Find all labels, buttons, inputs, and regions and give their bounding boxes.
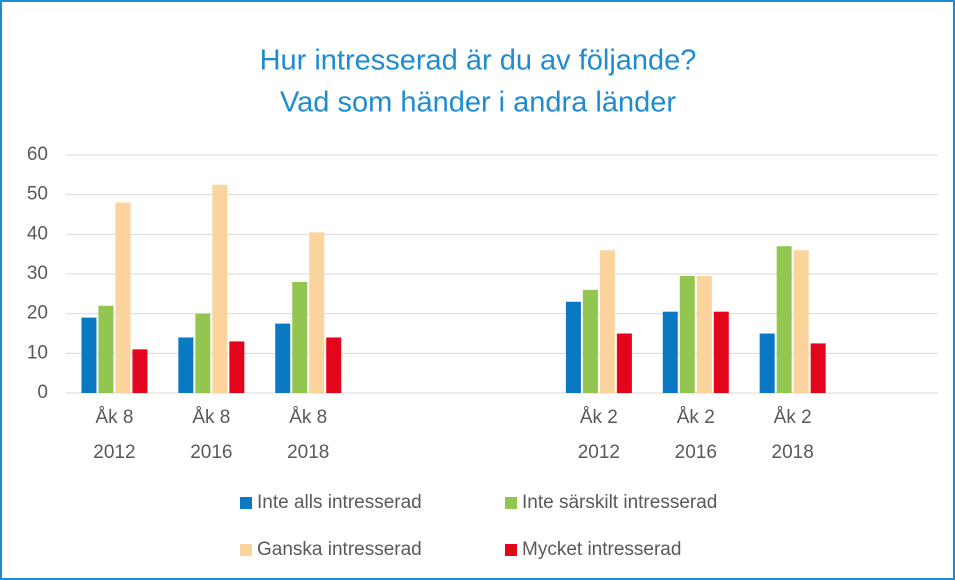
legend-swatch: [505, 544, 517, 556]
legend-label: Inte alls intresserad: [257, 492, 422, 513]
bar: [793, 250, 809, 393]
x-tick-label: 2016: [675, 442, 717, 463]
chart-title: Vad som händer i andra länder: [280, 87, 676, 119]
bar: [98, 305, 114, 393]
legend-swatch: [240, 544, 252, 556]
bar: [776, 246, 792, 393]
y-tick-label: 30: [27, 263, 48, 284]
bar: [565, 301, 581, 393]
y-tick-label: 20: [27, 303, 48, 324]
legend-swatch: [240, 497, 252, 509]
x-tick-label: 2012: [93, 442, 135, 463]
bar: [309, 232, 325, 393]
x-tick-label: Åk 2: [677, 407, 715, 428]
x-tick-label: Åk 8: [95, 407, 133, 428]
x-tick-label: Åk 2: [774, 407, 812, 428]
chart-title: Hur intresserad är du av följande?: [260, 45, 697, 77]
x-tick-label: 2018: [287, 442, 329, 463]
bar: [292, 281, 308, 393]
x-tick-label: Åk 8: [289, 407, 327, 428]
bar: [599, 250, 615, 393]
x-tick-label: 2012: [578, 442, 620, 463]
bar: [662, 311, 678, 393]
bar: [132, 349, 148, 393]
bar: [326, 337, 342, 393]
y-tick-label: 50: [27, 184, 48, 205]
y-tick-label: 60: [27, 144, 48, 165]
bar: [616, 333, 632, 393]
legend-label: Ganska intresserad: [257, 539, 422, 560]
bar: [713, 311, 729, 393]
x-tick-label: 2016: [190, 442, 232, 463]
bar: [696, 275, 712, 393]
bar: [115, 202, 131, 393]
bar: [759, 333, 775, 393]
x-tick-label: 2018: [772, 442, 814, 463]
bar: [229, 341, 245, 393]
bar: [195, 313, 211, 393]
bar: [81, 317, 97, 393]
bar: [275, 323, 291, 393]
bar: [178, 337, 194, 393]
y-tick-label: 10: [27, 342, 48, 363]
x-tick-label: Åk 2: [580, 407, 618, 428]
y-tick-label: 40: [27, 223, 48, 244]
legend-swatch: [505, 497, 517, 509]
y-tick-label: 0: [37, 382, 48, 403]
bar: [582, 289, 598, 393]
bar: [212, 184, 228, 393]
x-tick-label: Åk 8: [192, 407, 230, 428]
bar: [679, 275, 695, 393]
legend-label: Mycket intresserad: [522, 539, 681, 560]
legend-label: Inte särskilt intresserad: [522, 492, 717, 513]
bar: [810, 343, 826, 393]
